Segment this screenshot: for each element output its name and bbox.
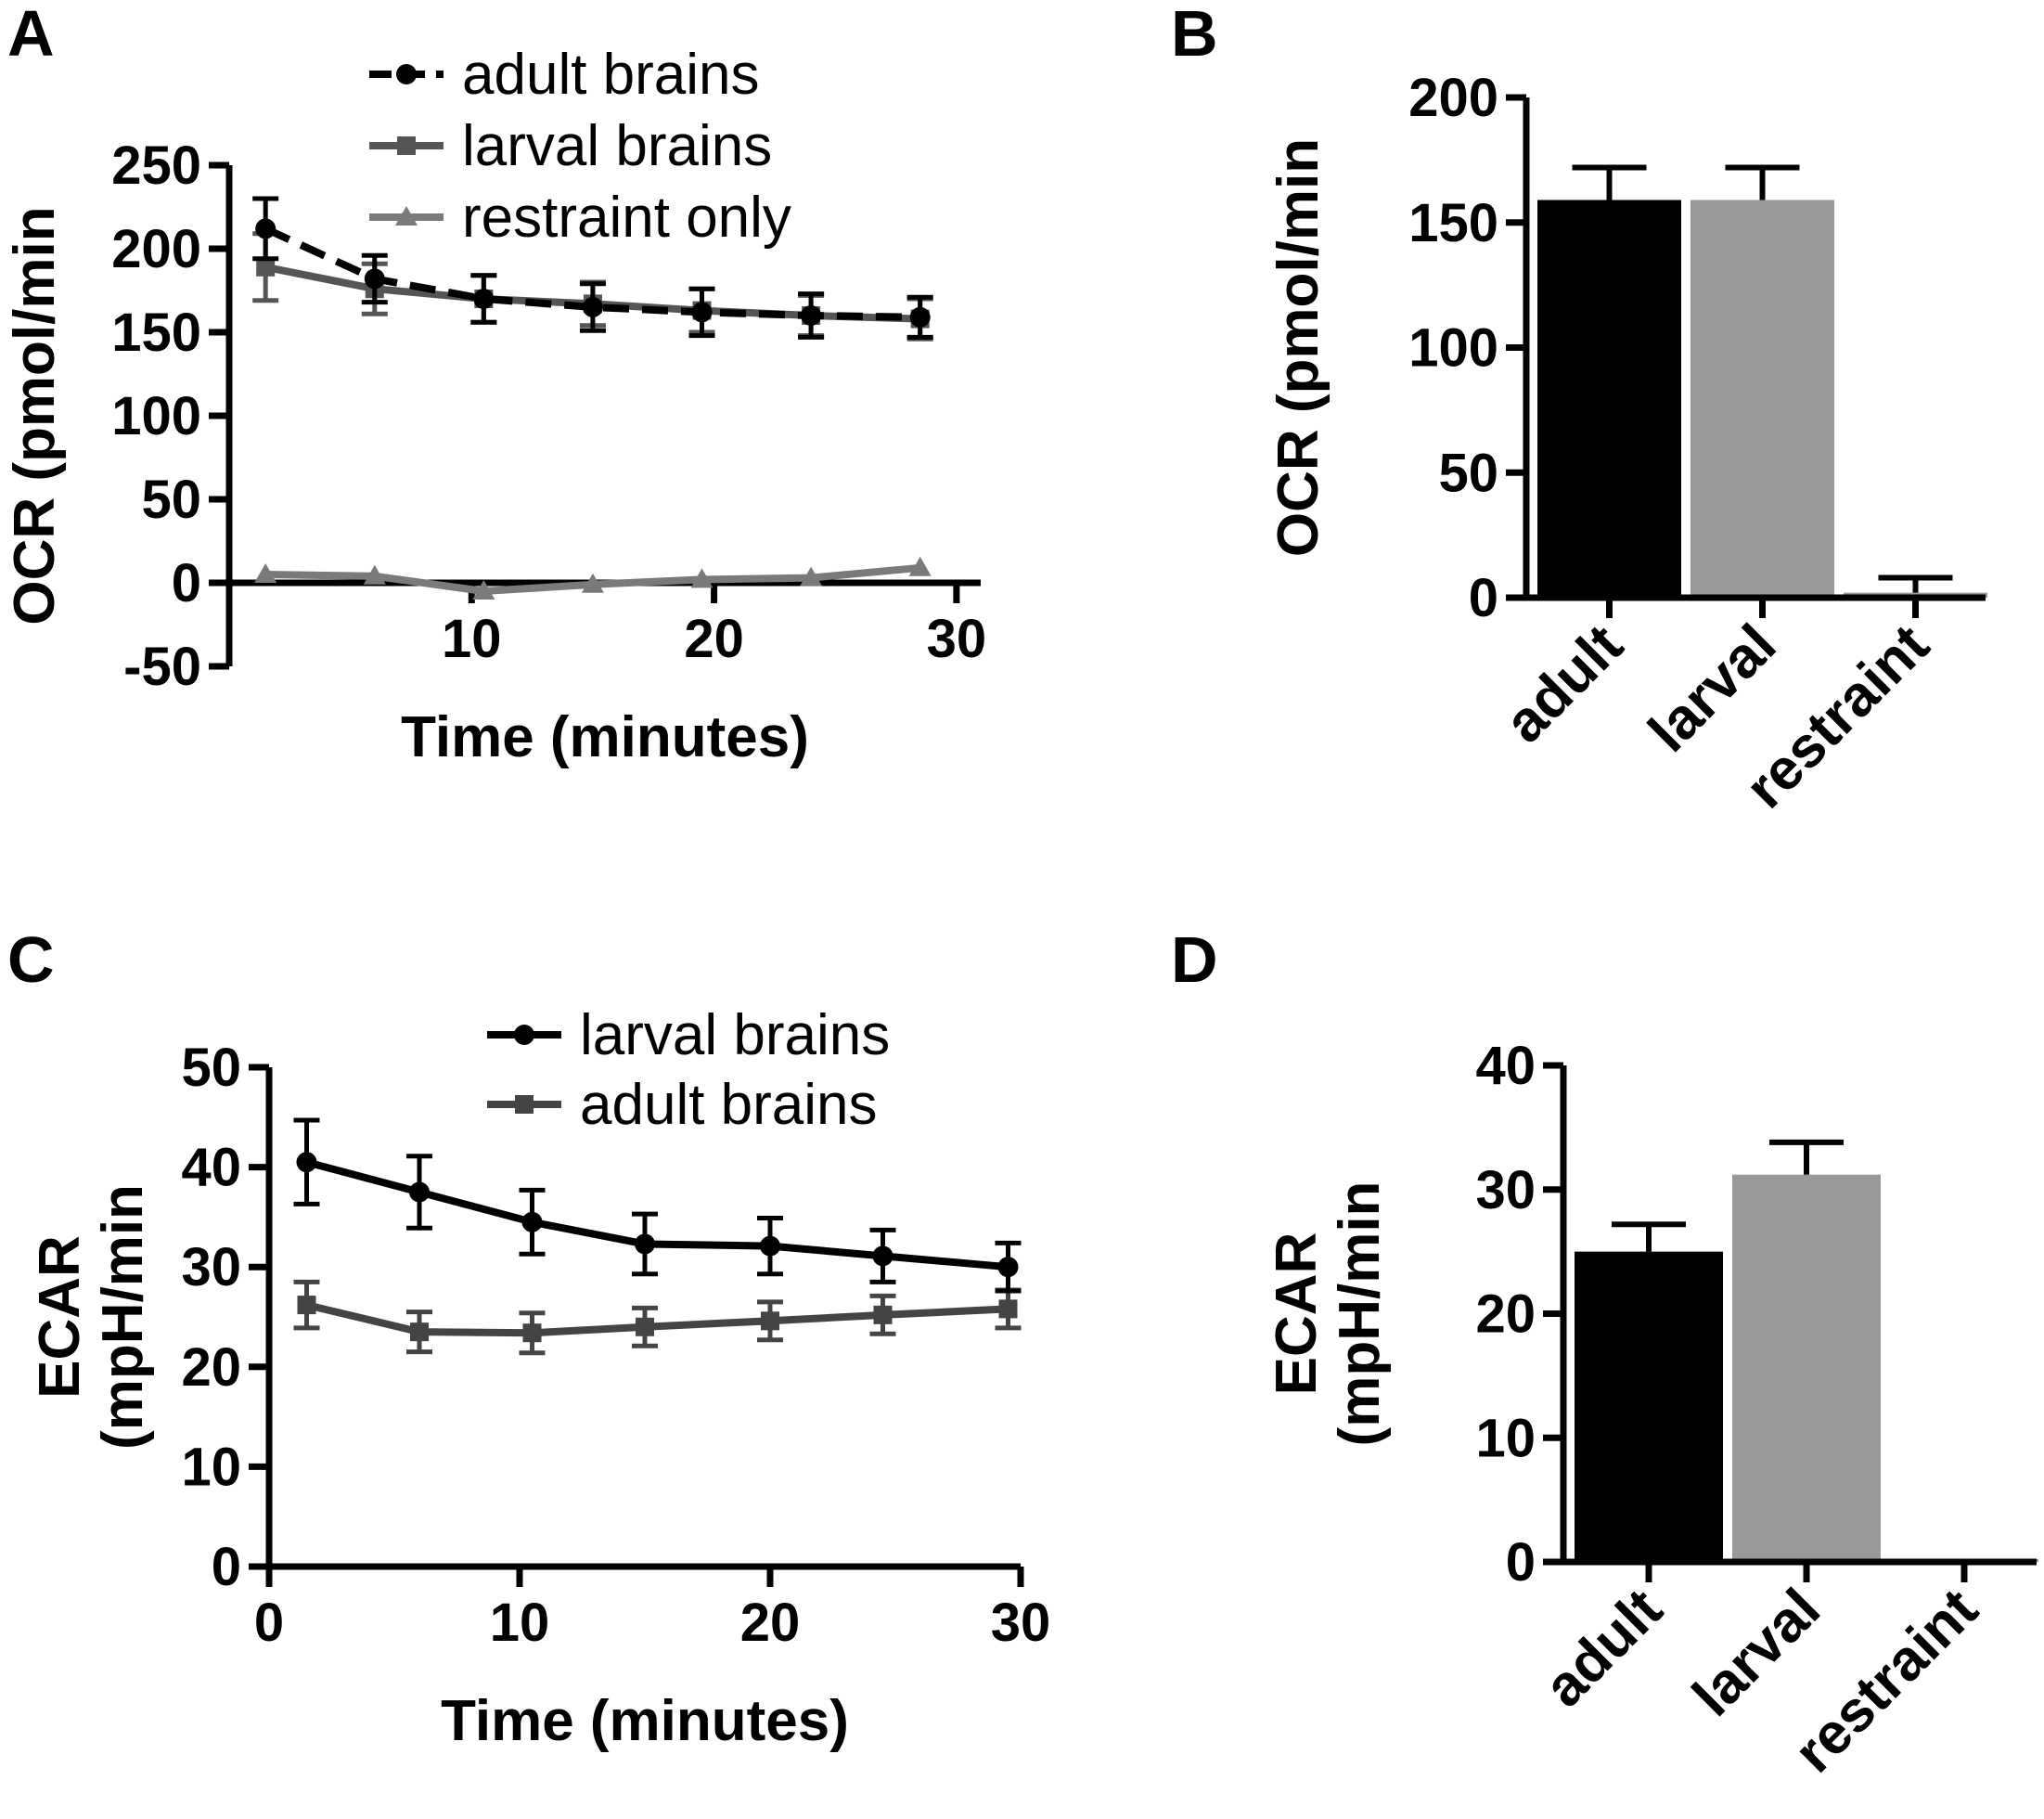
a-data-point: [801, 305, 822, 326]
b-bar-larval: [1690, 200, 1834, 598]
d-y-tick-label: 30: [1475, 1160, 1536, 1220]
c-legend-marker: [514, 1025, 534, 1045]
c-x-axis-title: Time (minutes): [441, 1689, 849, 1753]
a-y-tick-label: 150: [111, 303, 201, 363]
c-x-tick-label: 10: [490, 1593, 550, 1653]
d-y-tick-label: 40: [1475, 1036, 1536, 1096]
c-data-point: [522, 1323, 542, 1343]
a-y-tick-label: 50: [141, 470, 201, 530]
c-data-point: [296, 1152, 317, 1173]
c-y-tick-label: 30: [181, 1237, 241, 1297]
a-legend-marker: [395, 206, 418, 226]
d-y-tick-label: 10: [1475, 1408, 1536, 1468]
a-y-tick-label: 0: [172, 553, 201, 613]
c-y-axis-title-line1: ECAR: [28, 1235, 92, 1399]
c-data-point: [297, 1296, 316, 1315]
a-data-point: [909, 306, 931, 328]
a-x-axis-title: Time (minutes): [401, 705, 809, 769]
c-y-tick-label: 20: [181, 1337, 241, 1398]
a-legend-label: adult brains: [462, 43, 760, 107]
c-data-point: [872, 1245, 893, 1267]
b-y-tick-label: 100: [1408, 318, 1498, 379]
b-y-tick-label: 200: [1408, 68, 1498, 128]
d-x-tick-label: larval: [1681, 1577, 1832, 1728]
a-data-point: [691, 302, 713, 323]
a-y-tick-label: 250: [111, 135, 201, 196]
a-x-tick-label: 30: [927, 609, 987, 669]
c-data-point: [998, 1299, 1018, 1319]
a-data-point: [256, 257, 276, 277]
a-data-point: [473, 289, 495, 309]
panel-c-line-chart: 50 40 30 20 10 00 10 20 30 Time (minutes) ECAR (mpH…: [28, 1003, 1050, 1753]
b-y-tick-label: 0: [1469, 568, 1498, 628]
a-legend-label: larval brains: [462, 114, 772, 178]
a-data-point: [364, 268, 385, 290]
d-bar-larval: [1732, 1174, 1881, 1562]
b-y-tick-label: 150: [1408, 193, 1498, 253]
c-data-point: [521, 1211, 543, 1232]
c-data-point: [410, 1322, 429, 1342]
c-y-tick-label: 50: [181, 1038, 241, 1098]
d-x-tick-label: adult: [1532, 1577, 1675, 1720]
d-y-tick-label: 20: [1475, 1284, 1536, 1345]
a-data-point: [254, 563, 277, 583]
c-data-point: [761, 1311, 779, 1331]
c-y-tick-label: 0: [212, 1537, 241, 1597]
b-x-tick-label: adult: [1493, 613, 1636, 755]
a-data-point: [255, 218, 276, 239]
a-data-point: [800, 566, 823, 587]
a-y-tick-label: -50: [123, 637, 201, 697]
c-data-point: [873, 1305, 893, 1324]
panel-letter-a: A: [7, 0, 55, 70]
a-data-point: [582, 297, 603, 317]
panel-letter-b: B: [1171, 0, 1218, 70]
c-data-point: [760, 1235, 780, 1257]
c-y-tick-label: 40: [181, 1138, 241, 1198]
c-x-tick-label: 20: [740, 1593, 801, 1653]
c-x-tick-label: 0: [254, 1593, 284, 1653]
a-legend-marker: [397, 136, 416, 155]
d-y-axis-title-line1: ECAR: [1265, 1232, 1329, 1396]
a-y-tick-label: 100: [111, 386, 201, 446]
panel-a-line-chart: 250 200 150 100 50 0 -50 10 20 30 Time (minutes) OC…: [3, 43, 986, 769]
c-data-point: [997, 1257, 1019, 1278]
a-data-point: [472, 580, 495, 600]
a-legend-label: restraint only: [462, 186, 791, 250]
a-data-point: [363, 564, 386, 585]
panel-letter-c: C: [7, 923, 55, 996]
b-x-tick-label: larval: [1637, 613, 1788, 764]
d-y-axis-title-line2: (mpH/min: [1328, 1181, 1392, 1447]
d-bar-adult: [1575, 1251, 1723, 1562]
d-y-tick-label: 0: [1506, 1532, 1536, 1593]
c-data-point: [409, 1181, 430, 1203]
a-data-point: [690, 568, 713, 588]
c-data-point: [635, 1233, 655, 1255]
a-y-axis-title: OCR (pmol/min: [3, 206, 67, 625]
c-legend-marker: [515, 1095, 533, 1114]
c-y-axis-title-line2: (mpH/min: [91, 1184, 155, 1450]
b-bar-adult: [1537, 200, 1681, 598]
c-legend-label: larval brains: [580, 1003, 890, 1067]
panel-letter-d: D: [1171, 923, 1218, 996]
a-x-tick-label: 20: [684, 609, 744, 669]
c-x-tick-label: 30: [991, 1593, 1051, 1653]
a-legend-marker: [396, 64, 417, 84]
b-y-axis-title: OCR (pmol/min: [1266, 138, 1331, 557]
b-y-tick-label: 50: [1438, 443, 1498, 503]
a-y-tick-label: 200: [111, 219, 201, 279]
c-data-point: [636, 1317, 654, 1336]
a-x-tick-label: 10: [442, 609, 502, 669]
a-data-point: [908, 556, 932, 576]
a-data-point: [581, 573, 604, 593]
c-legend-label: adult brains: [580, 1073, 878, 1137]
c-y-tick-label: 10: [181, 1437, 241, 1497]
